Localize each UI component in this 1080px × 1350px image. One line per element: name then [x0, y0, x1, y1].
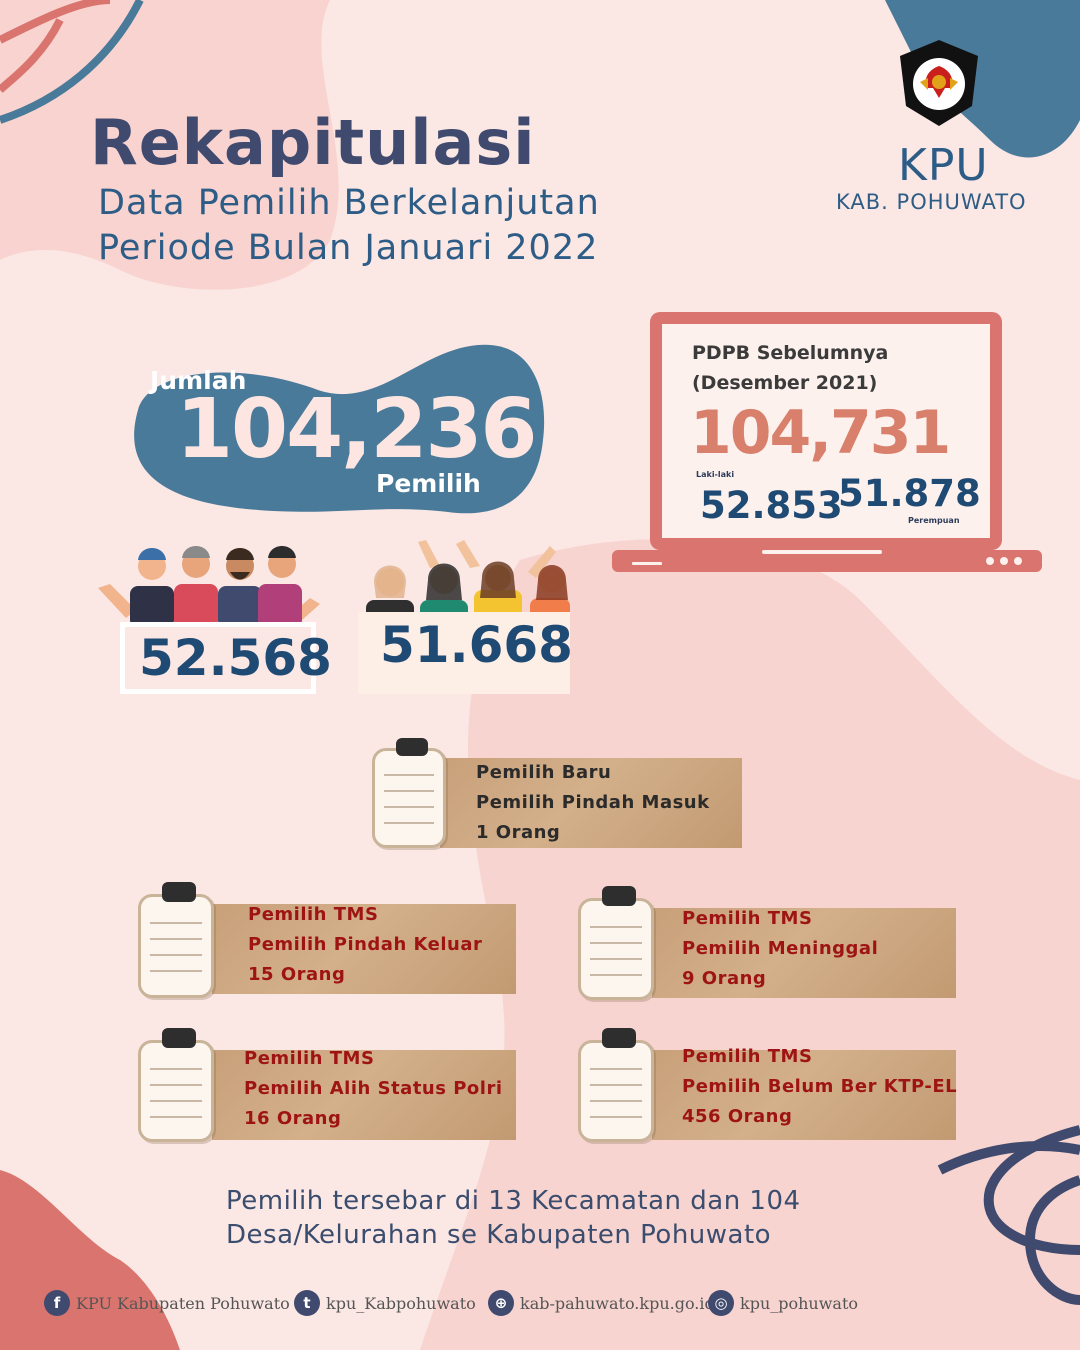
note-line-3: 9 Orang: [682, 968, 767, 989]
distribution-line-2: Desa/Kelurahan se Kabupaten Pohuwato: [226, 1220, 772, 1250]
note-rule: [150, 938, 202, 940]
note-rule: [384, 774, 434, 776]
clip-icon: [162, 1028, 196, 1048]
note-text: Pemilih TMS Pemilih Alih Status Polri 16…: [244, 1044, 503, 1134]
male-voters-illustration: [98, 546, 320, 628]
previous-total: 104,731: [690, 398, 951, 468]
previous-title: PDPB Sebelumnya (Desember 2021): [692, 338, 888, 398]
facebook-icon: f: [44, 1290, 70, 1316]
subtitle-line-1: Data Pemilih Berkelanjutan: [98, 183, 600, 223]
female-count-card: 51.668: [358, 612, 573, 694]
notepad-icon: [578, 1040, 654, 1142]
note-meninggal: Pemilih TMS Pemilih Meninggal 9 Orang: [576, 886, 958, 1002]
note-belum-ktp: Pemilih TMS Pemilih Belum Ber KTP-EL 456…: [576, 1028, 958, 1144]
clip-icon: [396, 738, 428, 756]
note-paper: [212, 904, 516, 994]
clip-icon: [602, 886, 636, 906]
male-count-value: 52.568: [139, 629, 332, 687]
distribution-note: Pemilih tersebar di 13 Kecamatan dan 104…: [226, 1184, 801, 1252]
facebook-label: KPU Kabupaten Pohuwato: [76, 1293, 290, 1313]
note-text: Pemilih TMS Pemilih Belum Ber KTP-EL 456…: [682, 1042, 957, 1132]
brand-name: KPU: [898, 140, 989, 191]
distribution-line-1: Pemilih tersebar di 13 Kecamatan dan 104: [226, 1186, 801, 1216]
note-rule: [590, 1068, 642, 1070]
note-line-3: 456 Orang: [682, 1106, 793, 1127]
note-pindah-keluar: Pemilih TMS Pemilih Pindah Keluar 15 Ora…: [136, 882, 518, 1000]
note-paper: [212, 1050, 516, 1140]
notepad-icon: [372, 748, 446, 848]
note-rule: [384, 822, 434, 824]
note-line-1: Pemilih Baru: [476, 762, 612, 783]
note-rule: [590, 1084, 642, 1086]
twitter-icon: t: [294, 1290, 320, 1316]
notepad-icon: [578, 898, 654, 1000]
female-count-value: 51.668: [380, 616, 573, 674]
note-rule: [590, 926, 642, 928]
instagram-icon: ◎: [708, 1290, 734, 1316]
total-label: Jumlah: [150, 366, 247, 395]
notepad-icon: [138, 894, 214, 998]
twitter-label: kpu_Kabpohuwato: [326, 1293, 476, 1313]
note-paper: [652, 1050, 956, 1140]
clip-icon: [162, 882, 196, 902]
note-text: Pemilih TMS Pemilih Meninggal 9 Orang: [682, 904, 878, 994]
clip-icon: [602, 1028, 636, 1048]
total-value: 104,236: [176, 382, 537, 477]
website-label: kab-pahuwato.kpu.go.id: [520, 1293, 715, 1313]
note-rule: [150, 1100, 202, 1102]
note-rule: [150, 1068, 202, 1070]
note-line-1: Pemilih TMS: [682, 1046, 813, 1067]
note-rule: [150, 1084, 202, 1086]
note-rule: [590, 1100, 642, 1102]
note-rule: [590, 942, 642, 944]
subtitle-line-2: Periode Bulan Januari 2022: [98, 228, 599, 268]
brand-region: KAB. POHUWATO: [836, 190, 1027, 214]
page-title: Rekapitulasi: [90, 106, 536, 179]
note-text: Pemilih Baru Pemilih Pindah Masuk 1 Oran…: [476, 758, 710, 848]
note-rule: [590, 1116, 642, 1118]
note-line-2: Pemilih Pindah Keluar: [248, 934, 483, 955]
note-line-3: 16 Orang: [244, 1108, 342, 1129]
note-rule: [150, 1116, 202, 1118]
kpu-logo: [900, 40, 978, 126]
note-line-2: Pemilih Meninggal: [682, 938, 879, 959]
facebook-link[interactable]: f KPU Kabupaten Pohuwato: [44, 1290, 290, 1316]
note-line-1: Pemilih TMS: [248, 904, 379, 925]
note-pemilih-baru: Pemilih Baru Pemilih Pindah Masuk 1 Oran…: [370, 738, 744, 852]
website-link[interactable]: ⊕ kab-pahuwato.kpu.go.id: [488, 1290, 715, 1316]
previous-title-line-1: PDPB Sebelumnya: [692, 342, 889, 364]
note-line-1: Pemilih TMS: [244, 1048, 375, 1069]
previous-female-value: 51.878: [838, 472, 981, 515]
note-line-3: 1 Orang: [476, 822, 561, 843]
previous-title-line-2: (Desember 2021): [692, 372, 878, 394]
note-rule: [384, 790, 434, 792]
note-line-2: Pemilih Belum Ber KTP-EL: [682, 1076, 958, 1097]
note-rule: [590, 958, 642, 960]
note-text: Pemilih TMS Pemilih Pindah Keluar 15 Ora…: [248, 900, 482, 990]
notepad-icon: [138, 1040, 214, 1142]
note-line-2: Pemilih Alih Status Polri: [244, 1078, 503, 1099]
instagram-label: kpu_pohuwato: [740, 1293, 859, 1313]
note-rule: [384, 806, 434, 808]
note-rule: [150, 954, 202, 956]
note-rule: [590, 974, 642, 976]
male-count-card: 52.568: [120, 622, 332, 694]
note-line-1: Pemilih TMS: [682, 908, 813, 929]
instagram-link[interactable]: ◎ kpu_pohuwato: [708, 1290, 858, 1316]
twitter-link[interactable]: t kpu_Kabpohuwato: [294, 1290, 476, 1316]
previous-male-value: 52.853: [700, 484, 843, 527]
laptop-illustration: [612, 312, 1042, 572]
previous-male-label: Laki-laki: [696, 470, 735, 479]
previous-female-label: Perempuan: [908, 516, 960, 525]
note-line-3: 15 Orang: [248, 964, 346, 985]
note-alih-status: Pemilih TMS Pemilih Alih Status Polri 16…: [136, 1028, 518, 1144]
note-rule: [150, 970, 202, 972]
globe-icon: ⊕: [488, 1290, 514, 1316]
total-unit: Pemilih: [376, 469, 481, 498]
total-blob: [134, 344, 545, 514]
note-line-2: Pemilih Pindah Masuk: [476, 792, 710, 813]
note-rule: [150, 922, 202, 924]
note-paper: [652, 908, 956, 998]
note-paper: [440, 758, 742, 848]
